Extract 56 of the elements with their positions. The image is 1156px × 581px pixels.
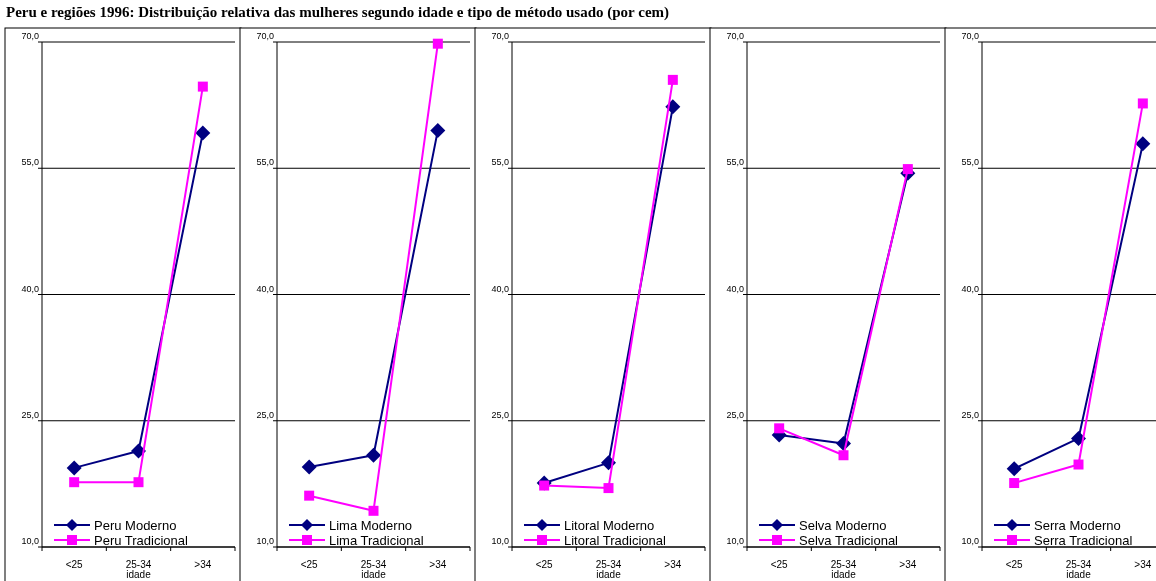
legend-label: Lima Tradicional [329,533,424,548]
legend-label: Serra Tradicional [1034,533,1133,548]
x-axis-title: idade [1066,569,1092,580]
y-tick-label: 10,0 [21,536,39,546]
y-tick-label: 40,0 [491,283,509,294]
x-tick-label: 25-34 [595,559,622,570]
y-tick-label: 25,0 [726,409,744,420]
x-tick-label: 25-34 [360,559,387,570]
y-tick-label: 25,0 [961,409,979,420]
text: Peru e regiões 1996: Distribuição relativa das mulheres segundo idade e tipo de método usado (por cem) [6,4,670,21]
x-axis-title: idade [361,569,387,580]
y-tick-label: 10,0 [256,536,274,546]
y-tick-label: 70,0 [961,31,979,41]
legend-label: Serra Moderno [1034,518,1121,533]
y-tick-label: 25,0 [21,409,39,420]
x-axis-title: idade [126,569,152,580]
x-tick-label: >34 [194,559,212,570]
y-tick-label: 10,0 [726,536,744,546]
y-tick-label: 55,0 [491,157,509,168]
y-tick-label: 25,0 [491,409,509,420]
y-tick-label: 70,0 [726,31,744,41]
y-tick-label: 25,0 [256,409,274,420]
legend-label: Selva Tradicional [799,533,899,548]
x-axis-title: idade [831,569,857,580]
x-tick-label: 25-34 [1065,559,1092,570]
y-tick-label: 55,0 [961,157,979,168]
y-tick-label: 40,0 [256,283,274,294]
y-tick-label: 40,0 [961,283,979,294]
legend-label: Lima Moderno [329,518,413,533]
y-tick-label: 70,0 [21,31,39,41]
legend-label: Litoral Moderno [564,518,655,533]
x-axis-title: idade [596,569,622,580]
y-tick-label: 10,0 [961,536,979,546]
y-tick-label: 70,0 [491,31,509,41]
x-tick-label: >34 [664,559,682,570]
x-tick-label: >34 [429,559,447,570]
y-tick-label: 10,0 [491,536,509,546]
x-tick-label: <25 [1005,559,1024,570]
x-tick-label: >34 [1134,559,1152,570]
legend-label: Peru Moderno [94,518,177,533]
y-tick-label: 40,0 [21,283,39,294]
x-tick-label: <25 [535,559,554,570]
y-tick-label: 70,0 [256,31,274,41]
y-tick-label: 55,0 [21,157,39,168]
x-tick-label: <25 [65,559,84,570]
x-tick-label: 25-34 [830,559,857,570]
x-tick-label: <25 [770,559,789,570]
legend-label: Selva Moderno [799,518,887,533]
y-tick-label: 55,0 [256,157,274,168]
y-tick-label: 55,0 [726,157,744,168]
x-tick-label: >34 [899,559,917,570]
legend-label: Peru Tradicional [94,533,189,548]
legend-label: Litoral Tradicional [564,533,666,548]
x-tick-label: 25-34 [125,559,152,570]
y-tick-label: 40,0 [726,283,744,294]
x-tick-label: <25 [300,559,319,570]
